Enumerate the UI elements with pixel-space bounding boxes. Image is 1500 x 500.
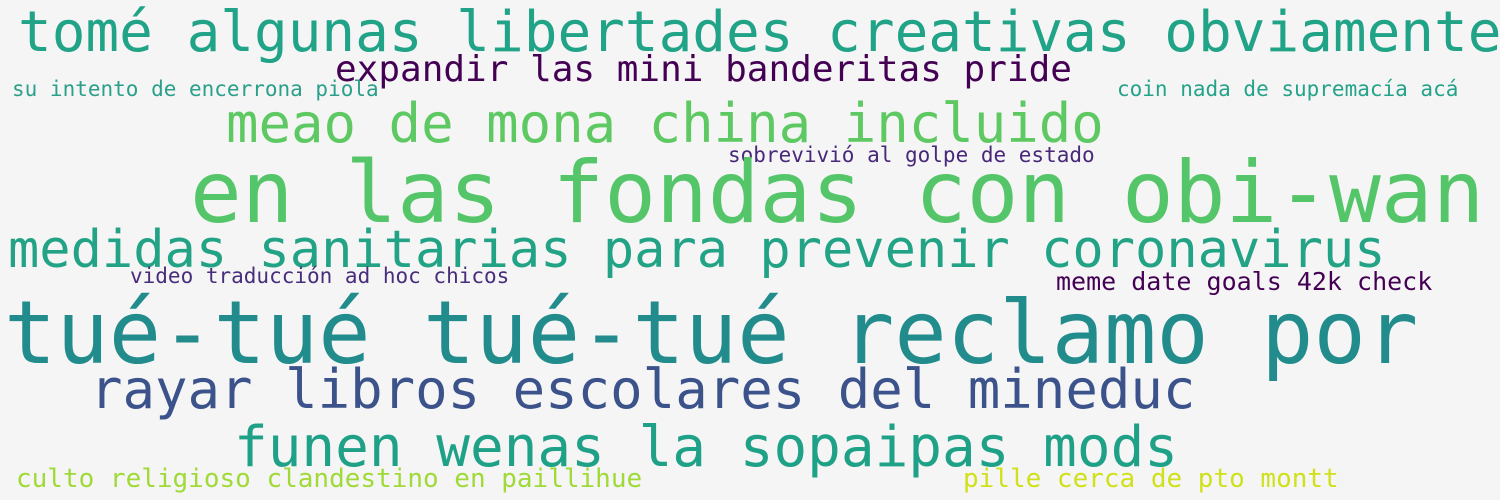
word: funen wenas la sopaipas mods (234, 415, 1179, 480)
word: meme date goals 42k check (1056, 267, 1433, 296)
word: meao de mona china incluido (226, 92, 1104, 155)
word: sobrevivió al golpe de estado (728, 143, 1095, 167)
word: medidas sanitarias para prevenir coronav… (8, 220, 1386, 280)
word: culto religioso clandestino en paillihue (16, 464, 643, 494)
word: su intento de encerrona piola (12, 77, 379, 101)
word: video traducción ad hoc chicos (130, 264, 510, 288)
word: rayar libros escolares del mineduc (90, 358, 1196, 421)
word: tomé algunas libertades creativas obviam… (18, 0, 1500, 65)
word: en las fondas con obi-wan (190, 143, 1485, 243)
word: pille cerca de pto montt (963, 464, 1339, 494)
word: coin nada de supremacía acá (1117, 77, 1459, 101)
word: tué-tué tué-tué reclamo por (4, 282, 1419, 384)
word: expandir las mini banderitas pride (335, 49, 1072, 90)
